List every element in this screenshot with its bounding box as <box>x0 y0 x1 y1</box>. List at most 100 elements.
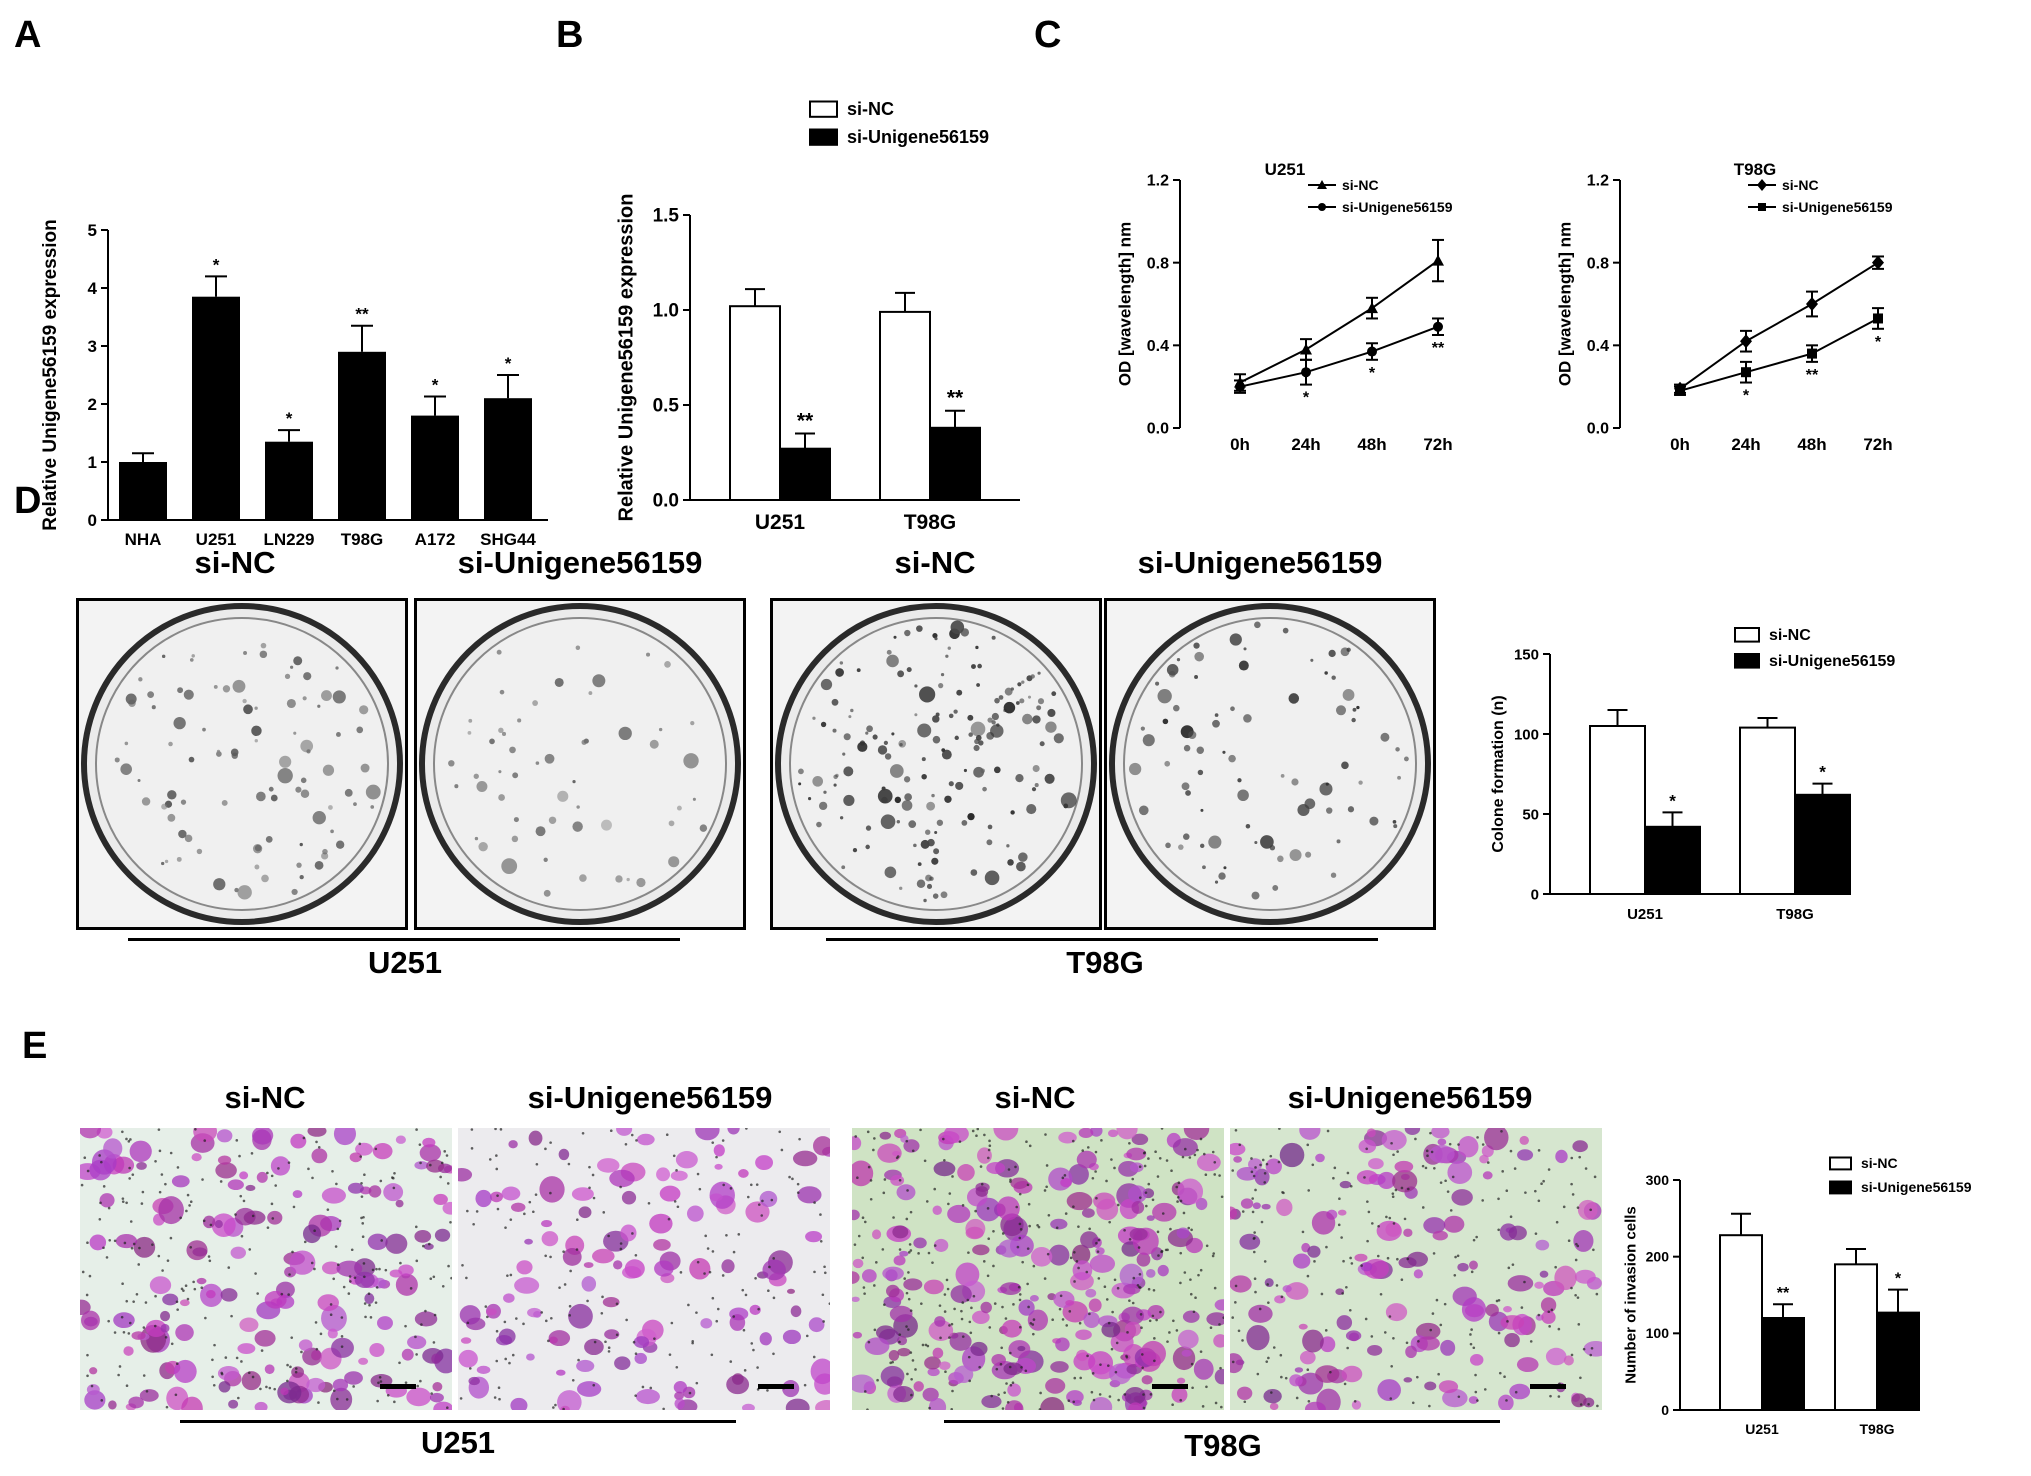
membrane-pore <box>588 1165 591 1169</box>
colony-dot <box>938 683 944 689</box>
membrane-pore <box>641 1385 645 1389</box>
membrane-pore <box>1360 1264 1363 1267</box>
membrane-pore <box>1421 1164 1425 1168</box>
membrane-pore <box>277 1167 280 1170</box>
membrane-pore <box>376 1399 379 1403</box>
membrane-pore <box>80 1183 84 1187</box>
D-x-tick-label: U251 <box>1627 906 1663 923</box>
membrane-pore <box>819 1213 822 1216</box>
colony-dot <box>699 824 708 832</box>
membrane-pore <box>1044 1133 1047 1136</box>
B-y-tick-label: 1.5 <box>653 206 680 227</box>
membrane-pore <box>1187 1226 1191 1230</box>
membrane-pore <box>898 1248 902 1251</box>
colony-dish-t98g-si-nc <box>770 598 1102 930</box>
colony-dot <box>1031 787 1037 792</box>
invasion-cell <box>1040 1396 1065 1410</box>
membrane-pore <box>286 1363 289 1367</box>
invasion-cell <box>1030 1247 1053 1267</box>
membrane-pore <box>186 1297 190 1301</box>
invasion-cell <box>1539 1270 1549 1278</box>
membrane-pore <box>1213 1173 1217 1176</box>
invasion-cell <box>852 1136 862 1151</box>
colony-dot <box>120 763 132 775</box>
invasion-cell <box>311 1349 322 1361</box>
colony-dot <box>812 716 816 720</box>
invasion-cell <box>695 1128 720 1141</box>
membrane-pore <box>1026 1183 1030 1187</box>
membrane-pore <box>158 1190 162 1194</box>
panel-letter-a: A <box>14 14 42 56</box>
membrane-pore <box>377 1381 380 1385</box>
colony-dot <box>1288 693 1300 704</box>
D-legend-label: si-Unigene56159 <box>1769 653 1895 670</box>
membrane-pore <box>960 1309 963 1313</box>
membrane-pore <box>202 1219 206 1223</box>
membrane-pore <box>1514 1390 1518 1394</box>
membrane-pore <box>1020 1366 1023 1369</box>
colony-dot <box>474 836 479 841</box>
invasion-cell <box>270 1156 291 1176</box>
membrane-pore <box>1307 1189 1311 1192</box>
membrane-pore <box>270 1202 274 1206</box>
membrane-pore <box>1043 1189 1047 1192</box>
colony-dot <box>877 788 893 804</box>
membrane-pore <box>1385 1215 1388 1219</box>
membrane-pore <box>1145 1204 1148 1208</box>
membrane-pore <box>974 1209 977 1213</box>
invasion-cell <box>1282 1285 1292 1293</box>
membrane-pore <box>132 1242 136 1246</box>
invasion-cell <box>986 1161 1006 1175</box>
colony-dot <box>1194 674 1199 679</box>
colony-dot <box>498 794 505 801</box>
colony-dot <box>498 727 504 734</box>
invasion-cell <box>815 1400 830 1410</box>
invasion-cell <box>1498 1394 1514 1410</box>
membrane-pore <box>1111 1310 1114 1314</box>
invasion-image-t98g-si-unigene <box>1230 1128 1602 1410</box>
membrane-pore <box>1096 1250 1100 1253</box>
membrane-pore <box>1036 1223 1039 1227</box>
B-bar <box>729 305 781 501</box>
membrane-pore <box>1018 1192 1022 1196</box>
colony-dot <box>975 645 979 650</box>
membrane-pore <box>568 1304 572 1308</box>
membrane-pore <box>1579 1376 1582 1380</box>
invasion-cell <box>468 1376 480 1386</box>
membrane-pore <box>289 1365 292 1369</box>
colony-dot <box>812 775 824 787</box>
invasion-cell <box>1351 1400 1362 1410</box>
t98g-group-rule-d <box>826 938 1378 941</box>
membrane-pore <box>910 1393 913 1397</box>
membrane-pore <box>1254 1166 1257 1169</box>
invasion-cell <box>1339 1180 1352 1189</box>
invasion-cell <box>1075 1329 1092 1340</box>
invasion-cell <box>786 1288 795 1294</box>
membrane-pore <box>1567 1239 1571 1243</box>
membrane-pore <box>128 1177 131 1180</box>
invasion-cell <box>852 1331 862 1339</box>
invasion-cell <box>1517 1149 1534 1161</box>
membrane-pore <box>1396 1257 1399 1261</box>
membrane-pore <box>1575 1242 1578 1246</box>
colony-dot <box>626 877 630 882</box>
invasion-cell <box>861 1269 877 1283</box>
membrane-pore <box>1094 1170 1097 1173</box>
membrane-pore <box>943 1293 947 1296</box>
membrane-pore <box>266 1171 269 1175</box>
membrane-pore <box>872 1148 875 1152</box>
membrane-pore <box>861 1256 865 1260</box>
membrane-pore <box>967 1251 970 1254</box>
colony-dot <box>991 720 996 725</box>
colony-dot <box>592 674 606 688</box>
colony-dot <box>557 790 569 802</box>
colony-dot <box>941 748 946 752</box>
membrane-pore <box>1212 1252 1216 1255</box>
invasion-cell <box>347 1182 364 1194</box>
invasion-cell <box>557 1390 582 1410</box>
membrane-pore <box>950 1322 954 1326</box>
colony-dot <box>843 766 854 777</box>
membrane-pore <box>125 1384 129 1388</box>
membrane-pore <box>1032 1318 1036 1321</box>
membrane-pore <box>1584 1167 1588 1170</box>
